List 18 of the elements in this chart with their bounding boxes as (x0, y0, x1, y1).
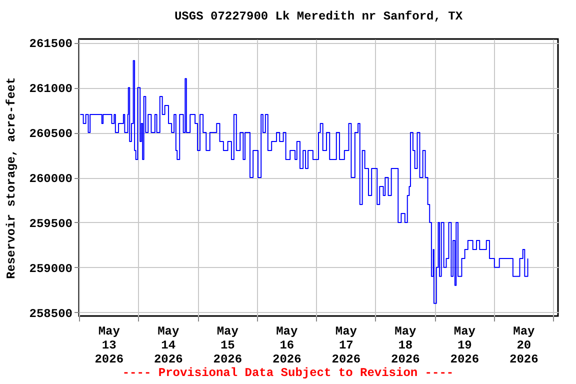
y-tick-label: 261000 (29, 82, 72, 96)
y-axis-title: Reservoir storage, acre-feet (4, 77, 18, 279)
chart-title: USGS 07227900 Lk Meredith nr Sanford, TX (174, 10, 464, 24)
x-tick-label: May 16 2026 (272, 324, 302, 366)
x-tick-label: May 19 2026 (450, 324, 480, 366)
y-tick-label: 261500 (29, 37, 72, 52)
y-tick-label: 260000 (29, 172, 72, 186)
y-tick-label: 259500 (29, 216, 72, 231)
x-tick-label: May 20 2026 (510, 324, 538, 366)
y-tick-label: 259000 (29, 262, 72, 276)
x-tick-label: May 15 2026 (213, 324, 242, 366)
x-tick-label: May 14 2026 (154, 324, 183, 366)
x-tick-label: May 18 2026 (391, 324, 420, 366)
text: ---- Provisional Data Subject to Revision ---- (121, 366, 455, 380)
y-tick-label: 258500 (29, 306, 72, 321)
x-tick-label: May 17 2026 (332, 324, 361, 366)
y-tick-label: 260500 (29, 127, 72, 142)
x-tick-label: May 13 2026 (94, 324, 124, 366)
